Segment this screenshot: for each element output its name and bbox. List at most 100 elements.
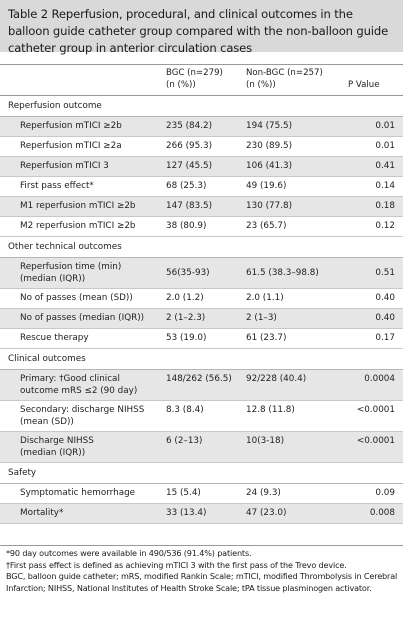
table-row: Reperfusion time (min) (median (IQR)) 56…	[0, 258, 403, 289]
p-value: 0.14	[375, 181, 395, 191]
bgc-value: 266 (95.3)	[166, 141, 213, 151]
row-label-line1: Reperfusion time (min)	[20, 262, 122, 272]
row-label-line2: outcome mRS ≤2 (90 day)	[20, 386, 138, 396]
footnote-first-pass: †First pass effect is defined as achievi…	[6, 559, 347, 570]
header-p-value: P Value	[348, 80, 380, 90]
row-label: First pass effect*	[20, 181, 94, 191]
row-label: No of passes (mean (SD))	[20, 293, 133, 303]
bgc-value: 2 (1–2.3)	[166, 313, 206, 323]
nonbgc-value: 130 (77.8)	[246, 201, 293, 211]
p-value: 0.41	[375, 161, 395, 171]
table-row: Symptomatic hemorrhage 15 (5.4) 24 (9.3)…	[0, 484, 403, 504]
table-row: No of passes (mean (SD)) 2.0 (1.2) 2.0 (…	[0, 289, 403, 309]
p-value: 0.01	[375, 141, 395, 151]
row-label: M2 reperfusion mTICI ≥2b	[20, 221, 136, 231]
row-label-line2: (median (IQR))	[20, 448, 86, 458]
table-row: First pass effect* 68 (25.3) 49 (19.6) 0…	[0, 177, 403, 197]
header-nonbgc-line1: Non-BGC (n=257)	[246, 68, 323, 78]
section-clinical: Clinical outcomes	[0, 349, 403, 370]
row-label-line1: Primary: †Good clinical	[20, 374, 120, 384]
p-value: 0.01	[375, 121, 395, 131]
nonbgc-value: 12.8 (11.8)	[246, 405, 295, 415]
table-top-rule	[0, 64, 403, 65]
nonbgc-value: 92/228 (40.4)	[246, 374, 307, 384]
table-header-row: BGC (n=279) (n (%)) Non-BGC (n=257) (n (…	[0, 64, 403, 96]
p-value: 0.51	[375, 268, 395, 278]
bgc-value: 8.3 (8.4)	[166, 405, 204, 415]
table-row: Reperfusion mTICI ≥2a 266 (95.3) 230 (89…	[0, 137, 403, 157]
p-value: 0.40	[375, 313, 395, 323]
bgc-value: 53 (19.0)	[166, 333, 207, 343]
row-label: M1 reperfusion mTICI ≥2b	[20, 201, 136, 211]
row-label: Reperfusion mTICI ≥2a	[20, 141, 122, 151]
row-label: Symptomatic hemorrhage	[20, 488, 136, 498]
table-row: Primary: †Good clinical outcome mRS ≤2 (…	[0, 370, 403, 401]
header-bgc: BGC (n=279) (n (%))	[166, 67, 223, 91]
table-bottom-rule	[0, 545, 403, 546]
table-row: Rescue therapy 53 (19.0) 61 (23.7) 0.17	[0, 329, 403, 349]
row-label-line1: Discharge NIHSS	[20, 436, 94, 446]
footnote-90-day: *90 day outcomes were available in 490/5…	[6, 548, 252, 558]
p-value: 0.18	[375, 201, 395, 211]
section-reperfusion: Reperfusion outcome	[0, 96, 403, 117]
row-label: No of passes (median (IQR))	[20, 313, 145, 323]
bgc-value: 147 (83.5)	[166, 201, 213, 211]
row-label: Secondary: discharge NIHSS (mean (SD))	[20, 404, 166, 428]
nonbgc-value: 61.5 (38.3–98.8)	[246, 268, 319, 278]
header-nonbgc-line2: (n (%))	[246, 80, 276, 90]
p-value: 0.40	[375, 293, 395, 303]
nonbgc-value: 2 (1–3)	[246, 313, 277, 323]
nonbgc-value: 106 (41.3)	[246, 161, 293, 171]
nonbgc-value: 23 (65.7)	[246, 221, 287, 231]
bgc-value: 235 (84.2)	[166, 121, 213, 131]
nonbgc-value: 2.0 (1.1)	[246, 293, 284, 303]
p-value: <0.0001	[356, 405, 395, 415]
nonbgc-value: 230 (89.5)	[246, 141, 293, 151]
row-label-line2: (median (IQR))	[20, 274, 86, 284]
section-safety: Safety	[0, 463, 403, 484]
p-value: 0.0004	[364, 374, 395, 384]
section-technical: Other technical outcomes	[0, 237, 403, 258]
p-value: 0.12	[375, 221, 395, 231]
bgc-value: 33 (13.4)	[166, 508, 207, 518]
header-bgc-line1: BGC (n=279)	[166, 68, 223, 78]
table-row: No of passes (median (IQR)) 2 (1–2.3) 2 …	[0, 309, 403, 329]
table-row: M1 reperfusion mTICI ≥2b 147 (83.5) 130 …	[0, 197, 403, 217]
table-footnotes: *90 day outcomes were available in 490/5…	[6, 548, 398, 594]
p-value: 0.09	[375, 488, 395, 498]
table-row: Mortality* 33 (13.4) 47 (23.0) 0.008	[0, 504, 403, 524]
row-label: Mortality*	[20, 508, 64, 518]
nonbgc-value: 61 (23.7)	[246, 333, 287, 343]
p-value: 0.17	[375, 333, 395, 343]
table-row: Reperfusion mTICI ≥2b 235 (84.2) 194 (75…	[0, 117, 403, 137]
row-label-line2: (mean (SD))	[20, 417, 74, 427]
outcomes-table: BGC (n=279) (n (%)) Non-BGC (n=257) (n (…	[0, 64, 403, 524]
bgc-value: 148/262 (56.5)	[166, 374, 232, 384]
bgc-value: 127 (45.5)	[166, 161, 213, 171]
table-row: Reperfusion mTICI 3 127 (45.5) 106 (41.3…	[0, 157, 403, 177]
row-label: Discharge NIHSS (median (IQR))	[20, 435, 166, 459]
bgc-value: 6 (2–13)	[166, 436, 203, 446]
bgc-value: 38 (80.9)	[166, 221, 207, 231]
bgc-value: 15 (5.4)	[166, 488, 201, 498]
row-label: Reperfusion mTICI ≥2b	[20, 121, 122, 131]
p-value: <0.0001	[356, 436, 395, 446]
header-bgc-line2: (n (%))	[166, 80, 196, 90]
bgc-value: 2.0 (1.2)	[166, 293, 204, 303]
footnote-abbreviations: BGC, balloon guide catheter; mRS, modifi…	[6, 571, 398, 593]
nonbgc-value: 10(3-18)	[246, 436, 285, 446]
table-row: M2 reperfusion mTICI ≥2b 38 (80.9) 23 (6…	[0, 217, 403, 237]
row-label: Rescue therapy	[20, 333, 89, 343]
table-row: Secondary: discharge NIHSS (mean (SD)) 8…	[0, 401, 403, 432]
table-title: Table 2 Reperfusion, procedural, and cli…	[8, 7, 389, 55]
nonbgc-value: 49 (19.6)	[246, 181, 287, 191]
nonbgc-value: 194 (75.5)	[246, 121, 293, 131]
bgc-value: 56(35-93)	[166, 268, 210, 278]
bgc-value: 68 (25.3)	[166, 181, 207, 191]
p-value: 0.008	[369, 508, 395, 518]
row-label: Reperfusion time (min) (median (IQR))	[20, 261, 166, 285]
header-nonbgc: Non-BGC (n=257) (n (%))	[246, 67, 323, 91]
row-label: Reperfusion mTICI 3	[20, 161, 109, 171]
table-row: Discharge NIHSS (median (IQR)) 6 (2–13) …	[0, 432, 403, 463]
row-label-line1: Secondary: discharge NIHSS	[20, 405, 145, 415]
